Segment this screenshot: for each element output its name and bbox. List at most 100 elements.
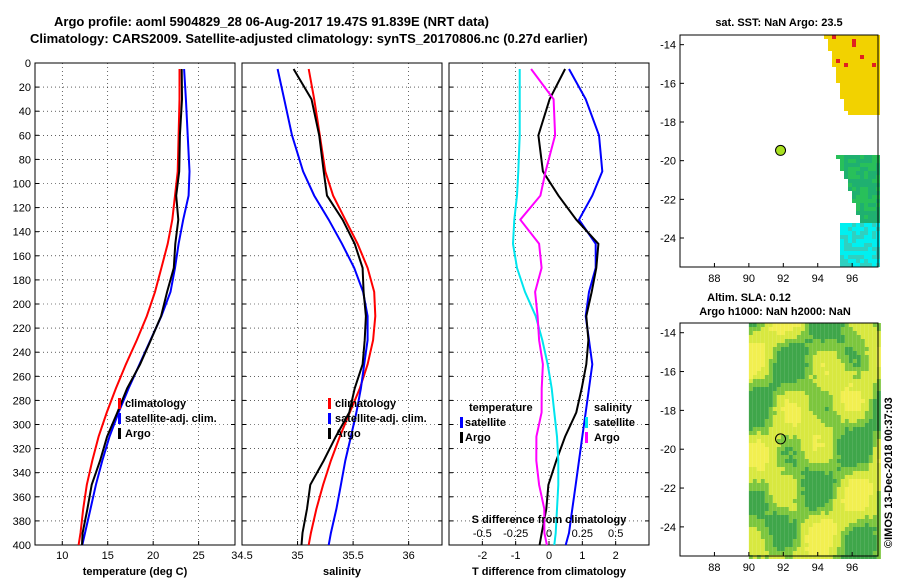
sla-cell <box>828 539 833 543</box>
sla-cell <box>824 375 829 379</box>
sla-cell <box>784 411 789 415</box>
sla-cell <box>760 547 765 551</box>
sla-cell <box>876 499 881 503</box>
sla-cell <box>808 443 813 447</box>
sla-cell <box>748 379 753 383</box>
sla-cell <box>864 551 869 555</box>
sla-cell <box>800 523 805 527</box>
sla-cell <box>864 391 869 395</box>
sla-cell <box>852 419 857 423</box>
sla-cell <box>788 323 793 327</box>
sla-cell <box>756 551 761 555</box>
sla-cell <box>832 359 837 363</box>
sst-cell <box>860 107 864 111</box>
sla-cell <box>872 499 877 503</box>
sla-cell <box>752 475 757 479</box>
sla-cell <box>848 339 853 343</box>
sla-cell <box>808 523 813 527</box>
sst-cell <box>872 111 876 115</box>
sla-cell <box>772 323 777 327</box>
y-tick-label: 100 <box>13 179 31 191</box>
sst-cell <box>864 163 868 167</box>
sla-cell <box>860 367 865 371</box>
sla-cell <box>808 351 813 355</box>
sla-cell <box>760 403 765 407</box>
sla-cell <box>748 543 753 547</box>
sla-cell <box>788 355 793 359</box>
sla-cell <box>804 499 809 503</box>
legend-label: Argo <box>335 428 361 440</box>
sla-cell <box>800 339 805 343</box>
sla-cell <box>780 363 785 367</box>
sla-cell <box>800 359 805 363</box>
sla-cell <box>860 467 865 471</box>
sla-cell <box>804 419 809 423</box>
sla-cell <box>868 475 873 479</box>
sla-cell <box>800 379 805 383</box>
sla-cell <box>848 411 853 415</box>
sla-cell <box>832 367 837 371</box>
sst-cell <box>844 59 848 63</box>
sla-cell <box>752 363 757 367</box>
sla-cell <box>804 375 809 379</box>
sla-cell <box>864 475 869 479</box>
sla-cell <box>840 391 845 395</box>
sla-cell <box>840 471 845 475</box>
sla-cell <box>820 391 825 395</box>
sla-cell <box>852 503 857 507</box>
sla-cell <box>860 547 865 551</box>
sla-cell <box>844 327 849 331</box>
sla-cell <box>824 395 829 399</box>
sla-cell <box>768 495 773 499</box>
sla-cell <box>752 535 757 539</box>
sst-cell <box>840 247 844 251</box>
sla-cell <box>772 355 777 359</box>
sla-cell <box>760 507 765 511</box>
sla-cell <box>808 503 813 507</box>
sst-cell <box>856 95 860 99</box>
sla-cell <box>768 375 773 379</box>
sla-cell <box>752 427 757 431</box>
sla-cell <box>872 363 877 367</box>
sla-cell <box>772 475 777 479</box>
sla-cell <box>780 343 785 347</box>
sla-cell <box>864 355 869 359</box>
sla-cell <box>848 491 853 495</box>
sst-cell <box>872 99 876 103</box>
sla-cell <box>832 399 837 403</box>
sst-cell <box>872 227 876 231</box>
sla-cell <box>784 507 789 511</box>
sla-cell <box>752 511 757 515</box>
sst-cell <box>856 203 860 207</box>
sla-cell <box>784 399 789 403</box>
sla-cell <box>748 331 753 335</box>
sla-cell <box>776 483 781 487</box>
sla-cell <box>812 415 817 419</box>
sla-cell <box>784 435 789 439</box>
sla-cell <box>800 347 805 351</box>
sla-cell <box>868 463 873 467</box>
sla-cell <box>792 515 797 519</box>
sla-cell <box>872 407 877 411</box>
sla-cell <box>828 499 833 503</box>
sla-cell <box>784 371 789 375</box>
sst-cell <box>860 75 864 79</box>
x-tick-label: 35 <box>291 550 303 562</box>
sla-cell <box>780 367 785 371</box>
sla-cell <box>852 351 857 355</box>
sla-cell <box>768 443 773 447</box>
s-diff-tick-label: -0.25 <box>503 528 528 540</box>
sla-cell <box>876 483 881 487</box>
sst-cell <box>852 51 856 55</box>
sla-cell <box>844 479 849 483</box>
sla-cell <box>748 367 753 371</box>
sla-cell <box>800 411 805 415</box>
sla-cell <box>788 487 793 491</box>
sla-cell <box>768 519 773 523</box>
sla-cell <box>760 367 765 371</box>
sla-cell <box>808 359 813 363</box>
legend-label: satellite <box>594 417 635 429</box>
sla-cell <box>828 487 833 491</box>
sla-cell <box>792 403 797 407</box>
sla-cell <box>820 351 825 355</box>
